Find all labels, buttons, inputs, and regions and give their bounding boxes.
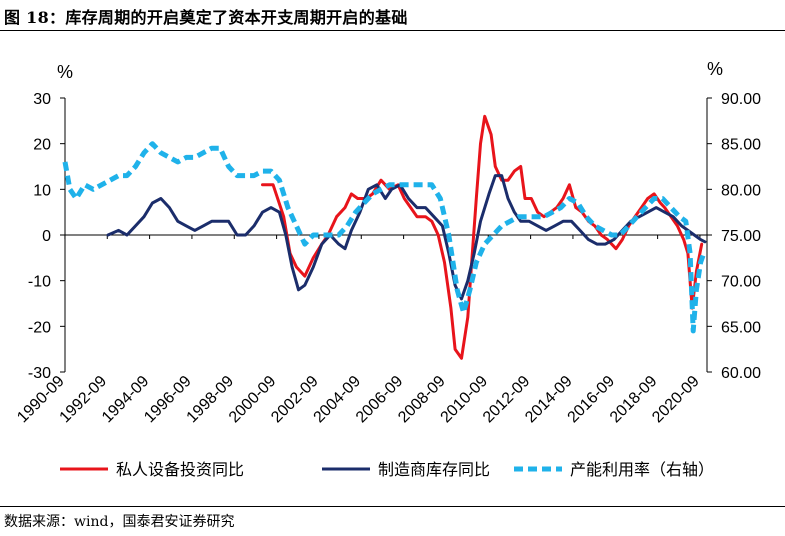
chart-axes: % % -30 -20 -10 0 10 20 30 60.00 65.00 70.00 75.00 80…	[14, 59, 761, 426]
left-axis-tick-label: -10	[28, 274, 51, 291]
right-axis-tick-label: 80.00	[721, 182, 761, 199]
left-axis-tick-label: -20	[28, 319, 51, 336]
left-axis-tick-label: 10	[33, 182, 51, 199]
left-axis-tick-label: 20	[33, 137, 51, 154]
right-axis-unit: %	[707, 59, 723, 79]
data-source: 数据来源：wind，国泰君安证券研究	[4, 514, 235, 530]
series-line-2	[106, 174, 707, 301]
right-axis-tick-label: 90.00	[721, 91, 761, 108]
series-line-3	[62, 141, 707, 334]
chart-legend: 私人设备投资同比 制造商库存同比 产能利用率（右轴）	[60, 460, 714, 479]
figure-title: 图 18：库存周期的开启奠定了资本开支周期开启的基础	[4, 8, 408, 27]
chart-series	[62, 114, 707, 360]
left-axis-tick-label: 30	[33, 91, 51, 108]
legend-label-1: 私人设备投资同比	[116, 460, 244, 479]
bottom-rule	[0, 506, 785, 507]
left-axis-tick-label: -30	[28, 365, 51, 382]
x-axis-tick-label: 2020-09	[649, 373, 703, 427]
right-axis-tick-label: 85.00	[721, 137, 761, 154]
left-axis-tick-label: 0	[42, 228, 51, 245]
left-axis-unit: %	[57, 62, 73, 82]
legend-label-2: 制造商库存同比	[378, 460, 490, 479]
series-line-1	[261, 114, 704, 360]
right-axis-tick-label: 70.00	[721, 274, 761, 291]
right-axis-tick-label: 60.00	[721, 365, 761, 382]
right-axis-tick-label: 65.00	[721, 319, 761, 336]
legend-label-3: 产能利用率（右轴）	[570, 460, 714, 479]
top-rule	[0, 30, 785, 31]
right-axis-tick-label: 75.00	[721, 228, 761, 245]
